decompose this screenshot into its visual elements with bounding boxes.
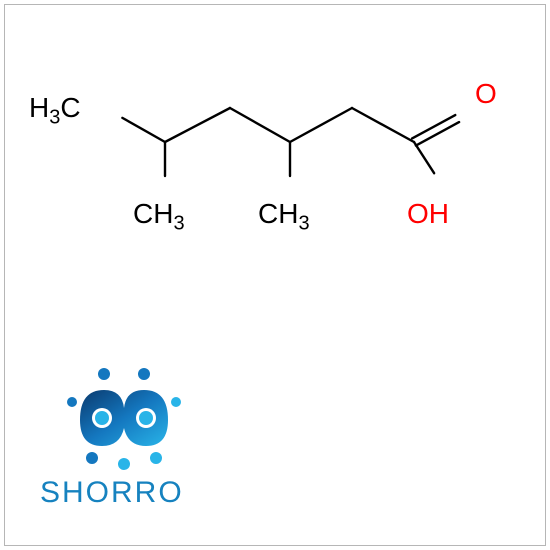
atom-label-lbl-A: H3C (29, 92, 81, 130)
atom-label-lbl-OH: OH (407, 198, 449, 230)
brand-logo (62, 362, 202, 472)
atom-label-lbl-M2: CH3 (258, 198, 310, 236)
atom-label-lbl-O1: O (475, 78, 497, 110)
brand-name: SHORRO (40, 476, 184, 510)
atom-label-lbl-M1: CH3 (133, 198, 185, 236)
